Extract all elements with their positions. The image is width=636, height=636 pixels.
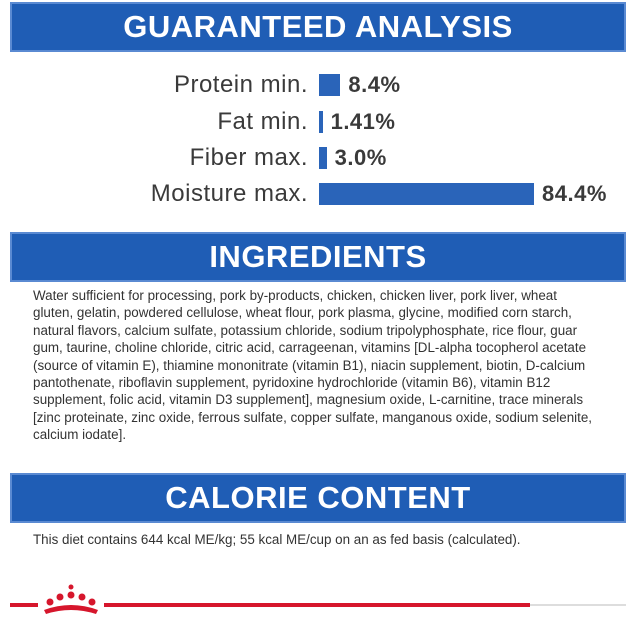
bar [319, 74, 341, 96]
calorie-text: This diet contains 644 kcal ME/kg; 55 kc… [33, 532, 521, 547]
ingredients-text: Water sufficient for processing, pork by… [33, 288, 593, 443]
section-header: GUARANTEED ANALYSIS [10, 2, 626, 52]
bar [319, 183, 534, 205]
category-label: Protein min. [173, 71, 308, 98]
bar [319, 147, 327, 169]
value-label: 1.41% [330, 109, 396, 134]
bar [319, 111, 323, 133]
value-label: 8.4% [348, 72, 401, 97]
category-label: Fiber max. [189, 144, 308, 171]
value-label: 84.4% [542, 181, 607, 206]
value-label: 3.0% [334, 145, 387, 170]
section-header: CALORIE CONTENT [10, 473, 626, 523]
footer-logo [10, 584, 626, 614]
category-label: Fat min. [217, 108, 308, 135]
category-label: Moisture max. [150, 180, 308, 207]
section-header: INGREDIENTS [10, 232, 626, 282]
